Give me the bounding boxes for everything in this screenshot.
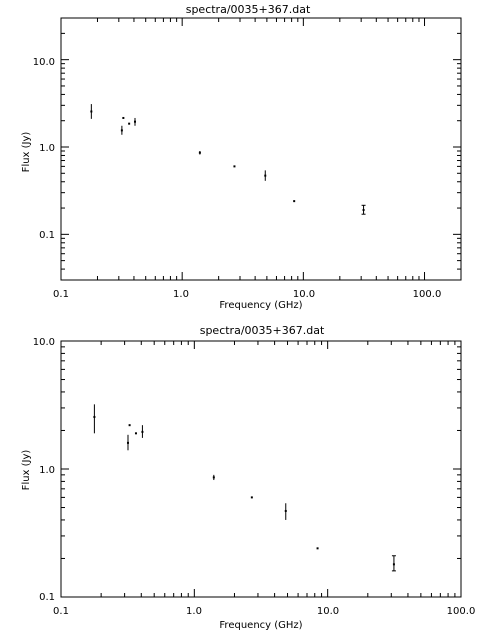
chart-1-y-tick-0.1: 0.1	[39, 230, 55, 241]
chart-2-data-point	[134, 432, 137, 435]
chart-2-y-axis-label: Flux (Jy)	[21, 450, 32, 491]
chart-1-data-point	[233, 165, 236, 168]
chart-1-ticks	[60, 17, 462, 281]
chart-2-data-point	[284, 509, 287, 512]
chart-2-data-point	[126, 441, 129, 444]
chart-1-frame	[60, 17, 462, 281]
chart-2-x-tick-100.0: 100.0	[447, 606, 476, 617]
chart-2-data-point	[250, 496, 253, 499]
chart-2-frame	[60, 340, 462, 598]
chart-2-data-point	[141, 430, 144, 433]
chart-1-data-point	[198, 151, 201, 154]
chart-2: spectra/0035+367.dat 0.1 1.0 10.0 100.0 …	[21, 324, 475, 631]
chart-2-y-tick-1.0: 1.0	[39, 465, 55, 476]
chart-1-data-point	[362, 208, 365, 211]
chart-1-x-tick-100.0: 100.0	[413, 289, 442, 300]
chart-1-data-point	[133, 120, 136, 123]
chart-1-data-point	[120, 129, 123, 132]
chart-2-data-point	[392, 563, 395, 566]
chart-2-x-tick-labels: 0.1 1.0 10.0 100.0	[53, 606, 475, 617]
chart-1-x-tick-1.0: 1.0	[173, 289, 189, 300]
chart-2-x-tick-10.0: 10.0	[317, 606, 339, 617]
chart-2-x-axis-label: Frequency (GHz)	[219, 620, 302, 631]
chart-1: spectra/0035+367.dat 0.1 1.0 10.0 100.0 …	[21, 3, 462, 311]
chart-2-title: spectra/0035+367.dat	[200, 324, 325, 337]
chart-2-x-tick-1.0: 1.0	[186, 606, 202, 617]
chart-1-y-tick-10.0: 10.0	[33, 57, 55, 68]
chart-1-x-tick-0.1: 0.1	[53, 289, 69, 300]
chart-1-x-tick-10.0: 10.0	[293, 289, 315, 300]
chart-2-data-point	[128, 424, 131, 427]
chart-1-y-tick-labels: 0.1 1.0 10.0	[33, 57, 55, 241]
chart-1-title: spectra/0035+367.dat	[186, 3, 311, 16]
chart-1-y-axis-label: Flux (Jy)	[21, 132, 32, 173]
chart-1-data-point	[293, 200, 296, 203]
chart-1-data-point	[90, 110, 93, 113]
chart-2-data-point	[316, 547, 319, 550]
chart-2-y-tick-10.0: 10.0	[33, 337, 55, 348]
chart-2-x-tick-0.1: 0.1	[53, 606, 69, 617]
chart-2-data-point	[212, 476, 215, 479]
chart-1-data-point	[128, 122, 131, 125]
chart-1-data-point	[122, 116, 125, 119]
chart-2-y-tick-labels: 0.1 1.0 10.0	[33, 337, 55, 603]
chart-1-data	[90, 104, 366, 215]
chart-1-x-axis-label: Frequency (GHz)	[219, 300, 302, 311]
chart-2-data	[93, 404, 396, 572]
chart-2-y-tick-0.1: 0.1	[39, 592, 55, 603]
chart-1-data-point	[264, 174, 267, 177]
chart-2-ticks	[60, 340, 462, 598]
chart-1-x-tick-labels: 0.1 1.0 10.0 100.0	[53, 289, 441, 300]
chart-1-y-tick-1.0: 1.0	[39, 143, 55, 154]
chart-2-data-point	[93, 415, 96, 418]
